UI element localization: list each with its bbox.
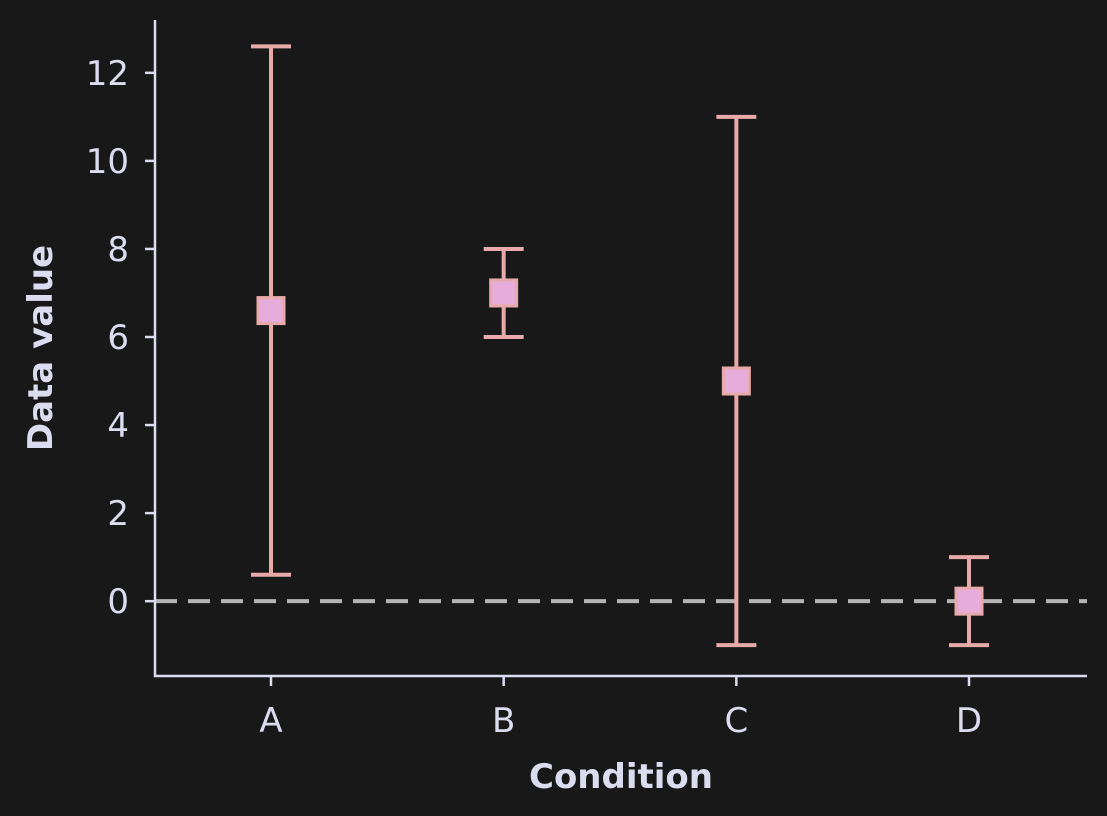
- y-ticks: 0 2 4 6 8 10 12: [86, 54, 155, 622]
- y-axis-title: Data value: [21, 245, 61, 451]
- point-marker-C: [721, 366, 751, 396]
- x-tick-label-D: D: [956, 701, 982, 741]
- marker-layer: [256, 278, 984, 616]
- axis-layer: [153, 20, 1087, 678]
- x-tick-label-A: A: [259, 701, 282, 741]
- y-tick-label-2: 2: [107, 494, 129, 534]
- x-tick-label-B: B: [492, 701, 515, 741]
- point-marker-A: [256, 296, 286, 326]
- x-ticks: A B C D: [259, 676, 982, 741]
- x-tick-label-C: C: [724, 701, 748, 741]
- point-marker-B: [489, 278, 519, 308]
- x-axis-title: Condition: [529, 757, 713, 797]
- point-marker-D: [954, 586, 984, 616]
- y-tick-label-10: 10: [86, 142, 129, 182]
- y-tick-label-12: 12: [86, 54, 129, 94]
- y-tick-label-8: 8: [107, 230, 129, 270]
- y-tick-label-6: 6: [107, 318, 129, 358]
- y-tick-label-0: 0: [107, 582, 129, 622]
- y-tick-label-4: 4: [107, 406, 129, 446]
